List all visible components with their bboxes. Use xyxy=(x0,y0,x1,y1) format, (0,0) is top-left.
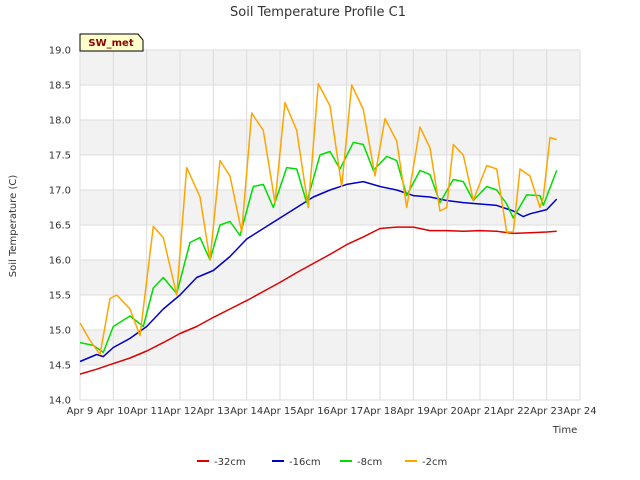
plot-band xyxy=(80,330,580,365)
x-tick-label: Apr 20 xyxy=(430,406,463,417)
y-tick-label: 14.0 xyxy=(49,396,71,407)
x-axis-label: Time xyxy=(552,425,577,436)
y-tick-label: 16.0 xyxy=(49,256,71,267)
plot-band xyxy=(80,295,580,330)
x-tick-label: Apr 21 xyxy=(463,406,496,417)
series-line-neg32cm xyxy=(79,226,557,375)
legend-label: -16cm xyxy=(289,457,321,468)
x-tick-label: Apr 15 xyxy=(263,406,296,417)
plot-band xyxy=(80,155,580,190)
x-tick-label: Apr 16 xyxy=(297,406,330,417)
y-tick-label: 15.0 xyxy=(49,326,71,337)
x-tick-label: Apr 11 xyxy=(130,406,163,417)
x-tick-label: Apr 14 xyxy=(230,406,263,417)
y-tick-label: 17.5 xyxy=(49,151,71,162)
plot-band xyxy=(80,120,580,155)
series-line-neg2cm xyxy=(79,82,557,356)
series-lines xyxy=(79,82,558,375)
grid-lines xyxy=(79,49,581,401)
series-line-neg16cm xyxy=(79,180,558,363)
legend-label: -8cm xyxy=(357,457,382,468)
plot-band xyxy=(80,85,580,120)
x-tick-label: Apr 24 xyxy=(563,406,596,417)
legend-label: -32cm xyxy=(214,457,246,468)
chart-title: Soil Temperature Profile C1 xyxy=(230,5,406,20)
y-tick-label: 18.0 xyxy=(49,116,71,127)
x-tick-label: Apr 22 xyxy=(497,406,530,417)
y-tick-label: 16.5 xyxy=(49,221,71,232)
y-tick-label: 15.5 xyxy=(49,291,71,302)
y-tick-label: 17.0 xyxy=(49,186,71,197)
y-tick-label: 19.0 xyxy=(49,46,71,57)
plot-band xyxy=(80,365,580,400)
y-tick-label: 14.5 xyxy=(49,361,71,372)
y-tick-labels: 14.0 14.5 15.0 15.5 16.0 16.5 17.0 17.5 18.0 18.5… xyxy=(49,46,71,407)
sw-met-badge: SW_met xyxy=(79,33,144,52)
x-tick-labels: Apr 9 Apr 10 Apr 11 Apr 12 Apr 13 Apr 14 Apr 1… xyxy=(67,406,597,417)
x-tick-label: Apr 13 xyxy=(197,406,230,417)
x-tick-label: Apr 18 xyxy=(363,406,396,417)
x-tick-label: Apr 23 xyxy=(530,406,563,417)
badge-label: SW_met xyxy=(88,38,133,49)
legend-label: -2cm xyxy=(422,457,447,468)
series-line-neg8cm xyxy=(79,141,558,354)
legend: -32cm -16cm -8cm -2cm xyxy=(197,457,447,468)
plot-band xyxy=(80,190,580,225)
plot-band xyxy=(80,50,580,85)
x-tick-label: Apr 9 xyxy=(67,406,94,417)
y-tick-label: 18.5 xyxy=(49,81,71,92)
y-axis-label: Soil Temperature (C) xyxy=(8,175,19,278)
x-tick-label: Apr 17 xyxy=(330,406,363,417)
x-tick-label: Apr 19 xyxy=(397,406,430,417)
x-tick-label: Apr 12 xyxy=(163,406,196,417)
x-tick-label: Apr 10 xyxy=(97,406,130,417)
plot-band xyxy=(80,260,580,295)
